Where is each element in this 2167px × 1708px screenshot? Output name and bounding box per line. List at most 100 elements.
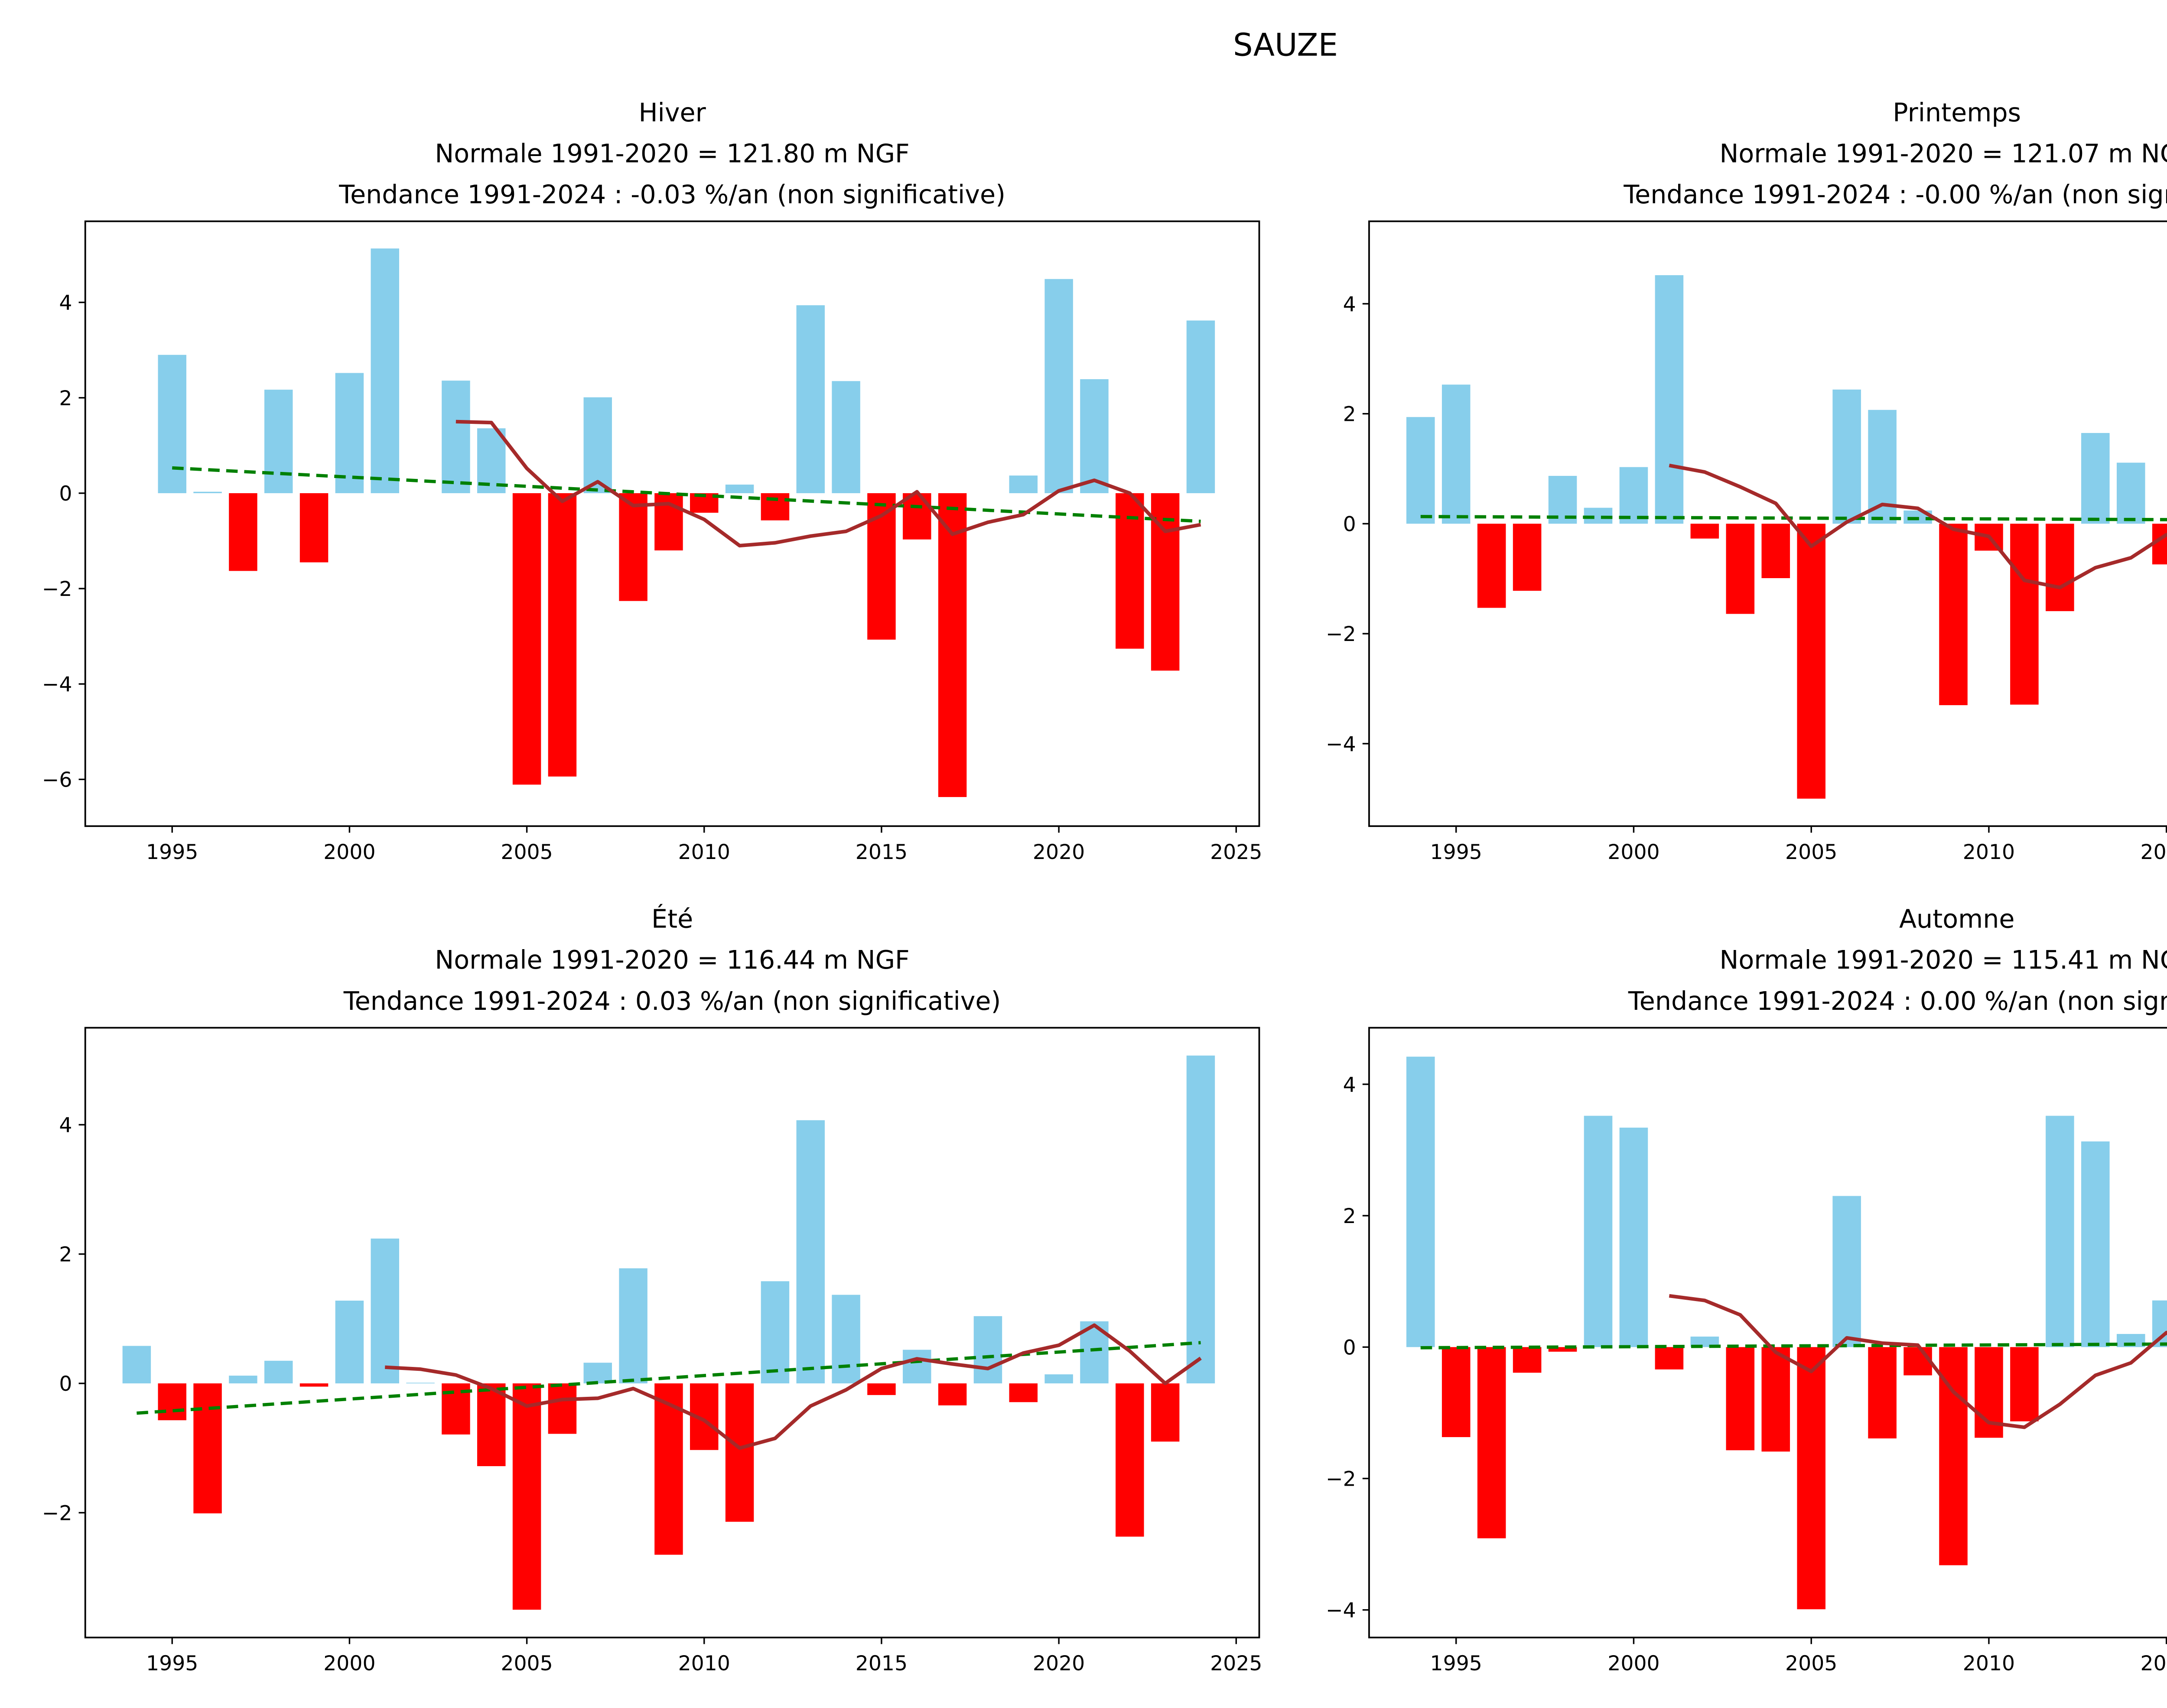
bar-2016: [903, 1350, 931, 1384]
bar-1997: [1513, 524, 1542, 591]
bar-2012: [2046, 524, 2074, 612]
x-tick-label: 1995: [1430, 1652, 1482, 1675]
y-tick-label: 4: [59, 291, 72, 315]
bar-1995: [1441, 1347, 1471, 1437]
bar-2000: [1619, 467, 1648, 524]
y-tick-label: −2: [1326, 622, 1356, 646]
subplot-bottom-right: Automne Normale 1991-2020 = 115.41 m NGF T…: [1326, 904, 2167, 1675]
y-tick-label: 4: [59, 1113, 72, 1137]
subplot-subtitle: Normale 1991-2020 = 121.80 m NGF: [435, 139, 909, 168]
y-tick-label: −4: [42, 673, 72, 696]
x-tick-label: 2015: [856, 840, 908, 864]
bar-2003: [1726, 1347, 1755, 1451]
subplot-top-left: Hiver Normale 1991-2020 = 121.80 m NGF Ten…: [42, 98, 1262, 864]
x-tick-label: 1995: [146, 1652, 198, 1675]
x-tick-label: 2010: [1963, 840, 2015, 864]
bar-1998: [264, 1360, 293, 1384]
y-tick-label: 0: [1343, 512, 1356, 536]
trend-line: [1420, 515, 2167, 521]
y-tick-label: −2: [1326, 1467, 1356, 1491]
trend-line: [1420, 1342, 2167, 1350]
bar-2003: [1726, 524, 1755, 614]
bar-2009: [1939, 524, 1968, 706]
y-tick-label: 0: [59, 1372, 72, 1396]
x-tick-label: 2010: [678, 1652, 730, 1675]
bar-2000: [335, 373, 364, 493]
bar-2007: [583, 1363, 612, 1384]
x-tick-label: 1995: [1430, 840, 1482, 864]
bar-2020: [1044, 1374, 1073, 1384]
x-tick-label: 2025: [1210, 840, 1262, 864]
bar-2015: [867, 493, 896, 640]
bar-2011: [2010, 524, 2039, 705]
x-tick-label: 2015: [2141, 1652, 2167, 1675]
bar-1997: [229, 1376, 257, 1384]
bar-1998: [1548, 1347, 1577, 1352]
y-tick-label: 0: [59, 482, 72, 506]
bar-2011: [725, 485, 754, 493]
subplot-subtitle: Tendance 1991-2024 : -0.00 %/an (non sig…: [1623, 180, 2167, 209]
subplot-title: Hiver: [638, 98, 706, 127]
bar-2005: [512, 1383, 541, 1610]
axes-frame: [84, 1027, 1260, 1639]
bar-1996: [193, 1383, 222, 1513]
subplot-subtitle: Tendance 1991-2024 : 0.00 %/an (non sign…: [1628, 986, 2167, 1016]
y-tick-label: 2: [59, 387, 72, 410]
y-tick-label: −6: [42, 768, 72, 792]
bar-2002: [1690, 524, 1719, 539]
rolling-mean-line: [456, 420, 1201, 548]
x-tick-label: 2000: [1607, 840, 1659, 864]
bar-2021: [1080, 379, 1109, 493]
x-tick-label: 2005: [501, 1652, 553, 1675]
bar-2009: [654, 493, 683, 551]
subplot-title: Automne: [1899, 904, 2014, 934]
bar-1994: [122, 1346, 151, 1384]
y-tick-label: 2: [1343, 403, 1356, 426]
bar-2011: [725, 1383, 754, 1522]
rolling-mean-line: [1669, 463, 2167, 589]
bar-2013: [796, 305, 825, 493]
bar-2012: [761, 1281, 790, 1384]
x-tick-label: 2005: [1785, 840, 1837, 864]
x-tick-label: 1995: [146, 840, 198, 864]
y-tick-label: −2: [42, 577, 72, 601]
bar-2003: [442, 381, 470, 493]
y-tick-label: 4: [1343, 1073, 1356, 1097]
axes-frame: [1368, 1027, 2167, 1639]
x-tick-label: 2010: [678, 840, 730, 864]
subplot-subtitle: Tendance 1991-2024 : -0.03 %/an (non sig…: [338, 180, 1005, 209]
bar-1999: [299, 493, 329, 563]
bar-2004: [477, 1383, 506, 1466]
bar-1997: [229, 493, 257, 571]
bar-2013: [796, 1120, 825, 1384]
figure-title: SAUZE: [1233, 27, 1338, 63]
bar-2018: [973, 1316, 1002, 1384]
y-tick-label: 2: [59, 1243, 72, 1267]
subplot-subtitle: Normale 1991-2020 = 116.44 m NGF: [435, 945, 909, 975]
y-tick-label: −4: [1326, 1599, 1356, 1623]
bar-1998: [264, 390, 293, 493]
bar-2009: [1939, 1347, 1968, 1565]
rolling-mean-line: [1669, 1294, 2167, 1429]
bar-2005: [512, 493, 541, 785]
y-tick-label: 2: [1343, 1204, 1356, 1228]
y-tick-label: −4: [1326, 732, 1356, 756]
bar-2014: [832, 381, 860, 493]
bar-2013: [2081, 433, 2110, 524]
subplot-subtitle: Tendance 1991-2024 : 0.03 %/an (non sign…: [343, 986, 1001, 1016]
subplot-subtitle: Normale 1991-2020 = 121.07 m NGF: [1719, 139, 2167, 168]
bar-2008: [1903, 1347, 1932, 1376]
bar-2006: [548, 1383, 577, 1434]
bar-2007: [583, 397, 612, 493]
bar-1996: [1477, 1347, 1506, 1539]
bar-2001: [1655, 275, 1684, 524]
axes-frame: [84, 220, 1260, 827]
bar-2024: [1186, 320, 1215, 493]
bar-2001: [371, 248, 399, 493]
x-tick-label: 2000: [323, 1652, 375, 1675]
bar-1995: [158, 1383, 186, 1421]
x-tick-label: 2020: [1033, 840, 1085, 864]
bar-2024: [1186, 1055, 1215, 1384]
x-tick-label: 2000: [323, 840, 375, 864]
bar-1999: [1584, 1116, 1613, 1347]
